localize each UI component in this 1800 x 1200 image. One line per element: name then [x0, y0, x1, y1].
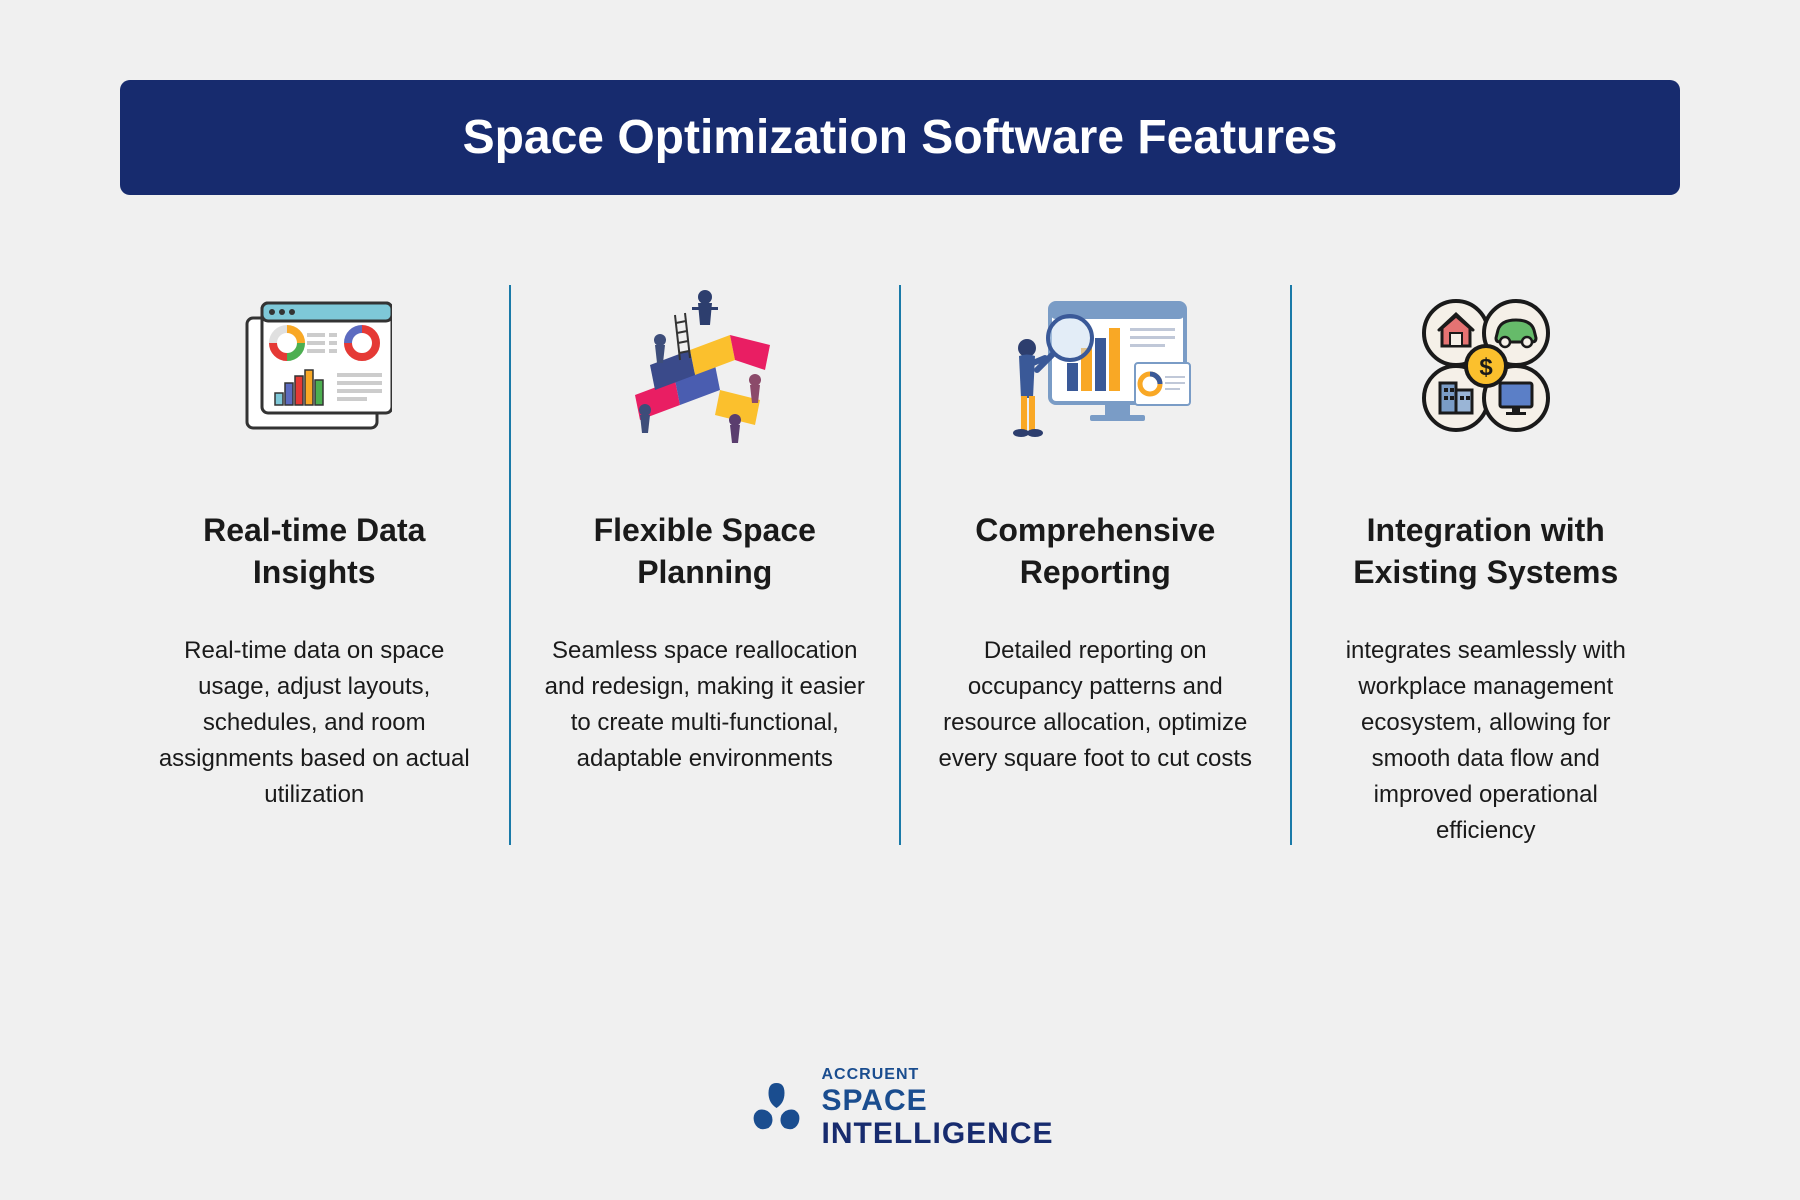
feature-description: integrates seamlessly with workplace man…	[1322, 633, 1651, 849]
features-container: Real-time Data Insights Real-time data o…	[120, 285, 1680, 849]
feature-title: Real-time Data Insights	[150, 510, 479, 593]
page-title: Space Optimization Software Features	[120, 80, 1680, 195]
logo-mark-icon	[746, 1078, 806, 1138]
logo-text: ACCRUENT SPACE INTELLIGENCE	[821, 1066, 1053, 1150]
feature-card: Flexible Space Planning Seamless space r…	[511, 285, 900, 849]
feature-card: Real-time Data Insights Real-time data o…	[120, 285, 509, 849]
monitor-analytics-icon	[995, 285, 1195, 450]
feature-title: Comprehensive Reporting	[931, 510, 1260, 593]
feature-description: Detailed reporting on occupancy patterns…	[931, 633, 1260, 777]
logo-brand-line: SPACE	[821, 1084, 1053, 1117]
brand-logo: ACCRUENT SPACE INTELLIGENCE	[746, 1066, 1053, 1150]
svg-text:$: $	[1479, 354, 1493, 381]
people-blocks-icon	[605, 285, 805, 450]
feature-card: $ Integration with Existing Systems inte…	[1292, 285, 1681, 849]
feature-title: Flexible Space Planning	[541, 510, 870, 593]
feature-title: Integration with Existing Systems	[1322, 510, 1651, 593]
feature-description: Real-time data on space usage, adjust la…	[150, 633, 479, 813]
logo-brand-line: ACCRUENT	[821, 1066, 1053, 1084]
logo-brand-line: INTELLIGENCE	[821, 1117, 1053, 1150]
dashboard-charts-icon	[237, 285, 392, 450]
integration-systems-icon: $	[1406, 285, 1566, 450]
feature-description: Seamless space reallocation and redesign…	[541, 633, 870, 777]
feature-card: Comprehensive Reporting Detailed reporti…	[901, 285, 1290, 849]
